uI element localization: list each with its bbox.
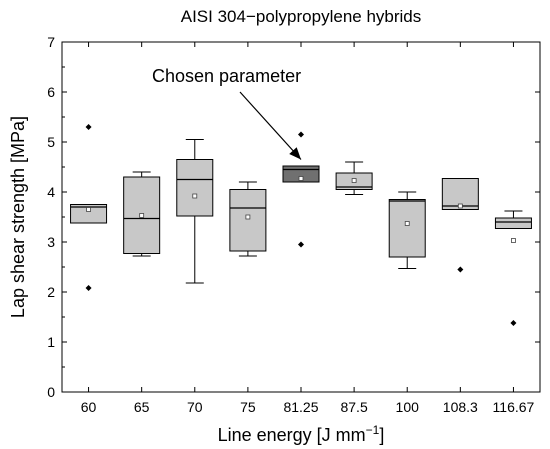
annotation-arrow	[239, 91, 302, 160]
outlier-point	[298, 241, 304, 248]
mean-marker	[192, 193, 198, 199]
y-tick-label: 1	[47, 334, 55, 350]
box-87.5	[335, 161, 373, 195]
x-tick-label: 65	[134, 399, 150, 415]
y-tick-label: 6	[47, 84, 55, 100]
x-tick-label: 70	[187, 399, 203, 415]
box-100	[388, 191, 426, 269]
box-series	[70, 124, 532, 326]
outlier-point	[298, 131, 304, 138]
outlier-point	[85, 285, 92, 291]
mean-marker	[86, 207, 91, 212]
x-tick-label: 60	[81, 399, 97, 415]
outlier-point	[457, 266, 464, 273]
box-81.25	[282, 131, 320, 248]
y-tick-label: 7	[47, 34, 55, 50]
y-tick-label: 4	[47, 184, 55, 200]
box-body	[70, 204, 108, 224]
box-75	[229, 181, 267, 257]
x-tick-label: 87.5	[340, 399, 367, 415]
box-body	[388, 199, 426, 258]
box-body	[176, 159, 214, 217]
x-tick-label: 81.25	[283, 399, 318, 415]
y-tick-label: 3	[47, 234, 55, 250]
mean-marker	[404, 221, 410, 226]
mean-marker	[457, 203, 463, 209]
y-axis-title: Lap shear strength [MPa]	[8, 116, 28, 318]
x-tick-label: 100	[396, 399, 420, 415]
annotation-arrowhead	[289, 147, 301, 160]
box-body	[494, 217, 532, 229]
x-axis: 60 65 70 75 81.25 87.5 100 108.3 116.67	[81, 42, 535, 415]
mean-marker	[245, 214, 251, 220]
x-tick-label: 116.67	[493, 399, 535, 415]
y-axis: 0 1 2 3 4 5 6 7	[47, 34, 540, 400]
x-axis-title: Line energy [J mm−1]	[218, 423, 385, 445]
y-tick-label: 2	[47, 284, 55, 300]
x-tick-label: 75	[240, 399, 256, 415]
chart-title: AISI 304−polypropylene hybrids	[181, 7, 422, 26]
outlier-point	[85, 124, 92, 130]
y-tick-label: 0	[47, 384, 55, 400]
mean-marker	[511, 238, 516, 243]
box-65	[123, 171, 161, 257]
box-60	[70, 124, 108, 291]
box-116.67	[494, 210, 532, 326]
y-tick-label: 5	[47, 134, 55, 150]
outlier-point	[510, 320, 517, 326]
box-70	[176, 139, 214, 284]
box-body	[229, 189, 267, 252]
annotation: Chosen parameter	[152, 66, 302, 160]
annotation-text: Chosen parameter	[152, 66, 301, 86]
mean-marker	[139, 213, 145, 218]
mean-marker	[351, 178, 357, 183]
x-tick-label: 108.3	[443, 399, 478, 415]
mean-marker	[298, 176, 304, 181]
box-108.3	[441, 178, 479, 273]
